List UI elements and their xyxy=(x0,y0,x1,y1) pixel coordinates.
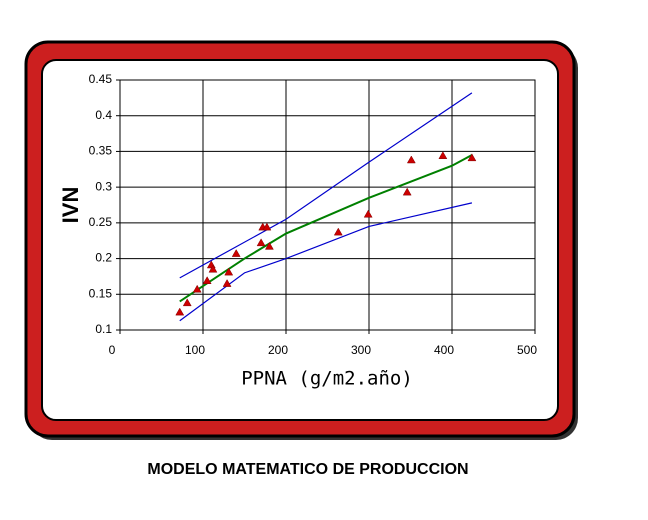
y-tick-label: 0.15 xyxy=(89,286,113,300)
fit-line xyxy=(179,202,473,322)
data-point xyxy=(222,279,232,287)
x-tick-label: 0 xyxy=(109,343,116,357)
y-tick-label: 0.25 xyxy=(89,215,113,229)
y-tick-label: 0.45 xyxy=(89,72,113,86)
data-point xyxy=(208,264,218,273)
plot-area xyxy=(119,79,536,331)
data-point xyxy=(202,276,212,284)
x-tick-label: 400 xyxy=(434,343,454,357)
data-point xyxy=(175,307,185,316)
data-point xyxy=(231,249,241,257)
data-point xyxy=(438,151,448,159)
fit-line xyxy=(179,154,473,303)
y-tick-label: 0.1 xyxy=(95,322,112,336)
y-tick-label: 0.35 xyxy=(89,144,113,158)
data-point xyxy=(467,153,477,162)
data-point xyxy=(264,241,274,250)
x-tick-label: 300 xyxy=(351,343,371,357)
y-tick-label: 0.3 xyxy=(95,179,112,193)
x-tick-label: 500 xyxy=(517,343,537,357)
data-point xyxy=(192,284,202,293)
data-point xyxy=(363,209,373,218)
data-point xyxy=(256,238,266,247)
x-tick-label: 200 xyxy=(268,343,288,357)
data-point xyxy=(224,267,234,276)
y-tick-label: 0.2 xyxy=(95,251,112,265)
x-tick-label: 100 xyxy=(185,343,205,357)
fit-line xyxy=(179,92,473,279)
y-axis-label: IVN xyxy=(58,187,83,224)
y-tick-label: 0.4 xyxy=(95,108,112,122)
data-point xyxy=(402,187,412,196)
x-axis-label: PPNA (g/m2.año) xyxy=(241,368,413,390)
data-point xyxy=(406,155,416,164)
data-point xyxy=(182,298,192,307)
chart-title: MODELO MATEMATICO DE PRODUCCION xyxy=(147,461,468,478)
data-point xyxy=(333,227,343,236)
data-point xyxy=(262,222,272,231)
